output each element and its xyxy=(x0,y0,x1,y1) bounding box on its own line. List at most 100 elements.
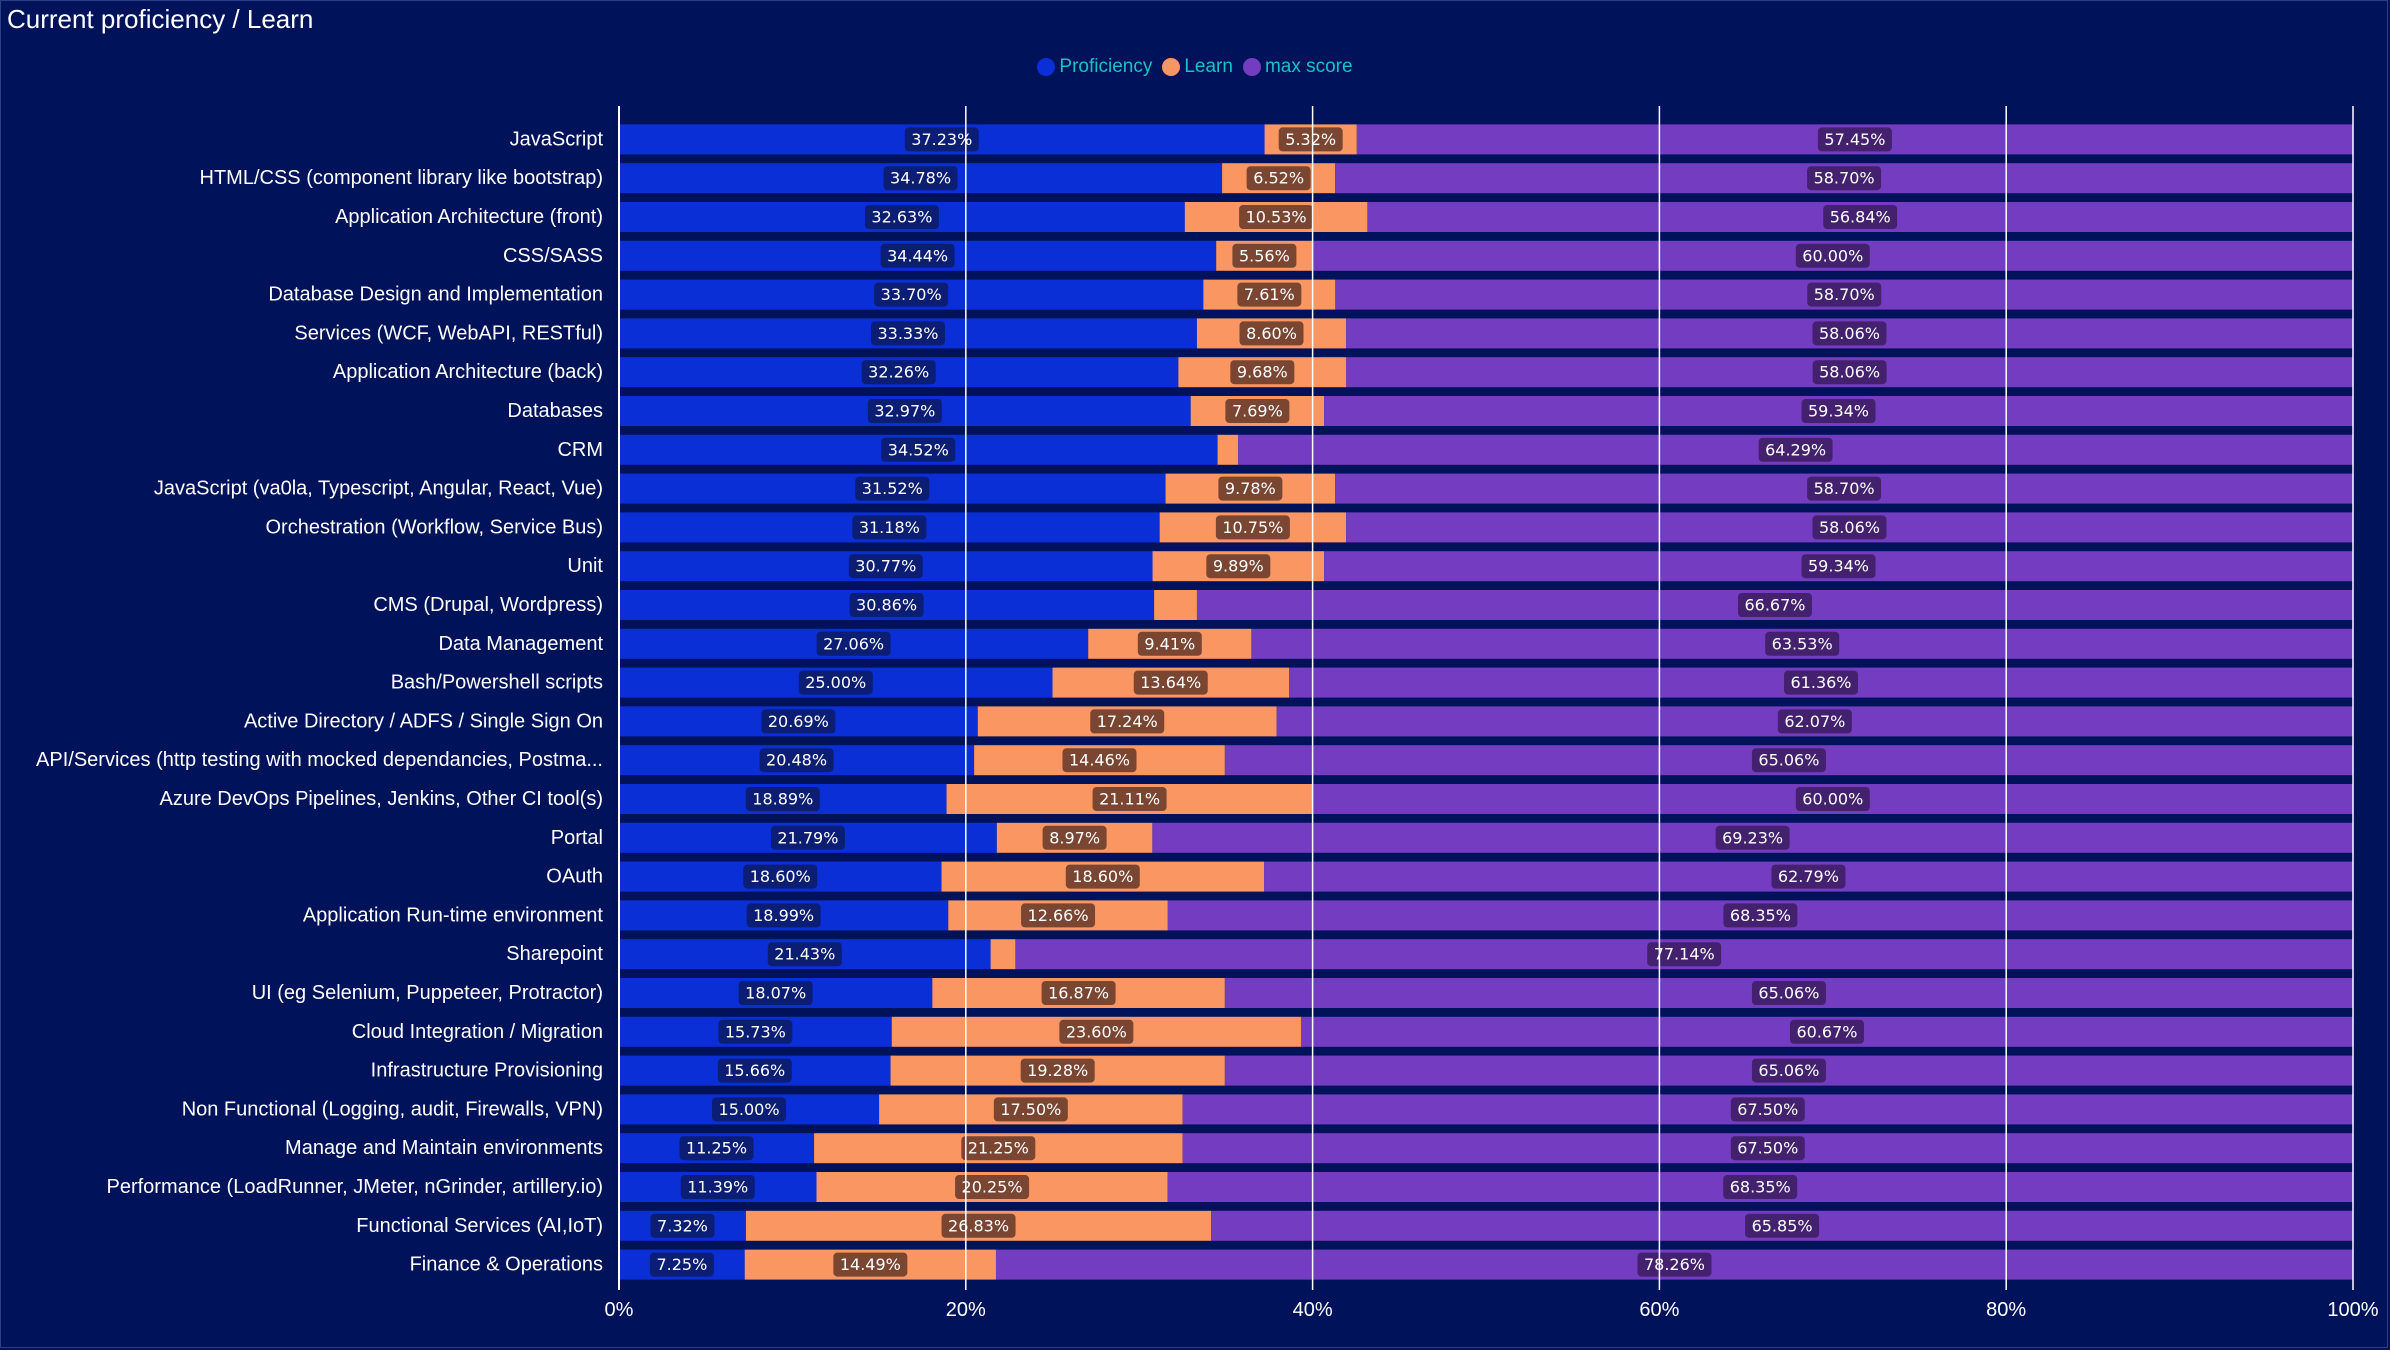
data-label: 32.97% xyxy=(874,402,935,421)
data-label-bg xyxy=(1230,360,1295,385)
data-label-bg xyxy=(1215,515,1290,540)
data-label: 27.06% xyxy=(823,634,884,653)
data-label-bg xyxy=(1225,399,1290,423)
data-label-bg xyxy=(680,1175,755,1199)
data-label-bg xyxy=(679,1136,754,1161)
data-label: 16.87% xyxy=(1048,984,1109,1003)
legend-label-learn: Learn xyxy=(1184,56,1233,77)
data-label: 5.32% xyxy=(1285,130,1336,149)
data-label-bg xyxy=(1723,1175,1798,1199)
data-label: 20.48% xyxy=(766,751,827,770)
legend-item-proficiency[interactable]: Proficiency xyxy=(1037,56,1152,78)
data-label-bg xyxy=(1206,554,1271,579)
data-label-bg xyxy=(855,476,930,501)
data-label-bg xyxy=(761,709,836,734)
category-label: Azure DevOps Pipelines, Jenkins, Other C… xyxy=(159,788,603,810)
category-label: Portal xyxy=(551,827,603,849)
legend-label-proficiency: Proficiency xyxy=(1059,56,1153,77)
data-label-bg xyxy=(1807,282,1882,307)
category-label: Performance (LoadRunner, JMeter, nGrinde… xyxy=(106,1176,603,1198)
data-label-bg xyxy=(1059,1019,1134,1044)
data-label: 7.32% xyxy=(657,1216,708,1235)
legend-item-max-score[interactable]: max score xyxy=(1242,56,1353,78)
category-label: Manage and Maintain environments xyxy=(285,1137,603,1159)
data-label: 6.52% xyxy=(1253,169,1304,188)
data-label-bg xyxy=(1765,631,1840,656)
data-label-bg xyxy=(1817,127,1892,152)
chart-title: Current proficiency / Learn xyxy=(7,4,314,34)
data-label-bg xyxy=(1133,670,1208,695)
data-label: 59.34% xyxy=(1808,402,1869,421)
data-label-bg xyxy=(767,942,842,967)
data-label: 8.60% xyxy=(1246,324,1297,343)
data-label-bg xyxy=(867,399,942,423)
category-label: CRM xyxy=(557,439,603,461)
category-label: Orchestration (Workflow, Service Bus) xyxy=(265,516,603,538)
data-label-bg xyxy=(1723,903,1798,928)
data-label-bg xyxy=(1795,243,1870,268)
data-label: 21.11% xyxy=(1099,790,1160,809)
data-label-bg xyxy=(738,981,813,1005)
data-label: 14.46% xyxy=(1069,751,1130,770)
data-label-bg xyxy=(1812,515,1887,540)
data-label: 9.89% xyxy=(1213,557,1264,576)
data-label-bg xyxy=(1730,1097,1805,1122)
data-label: 32.63% xyxy=(871,208,932,227)
data-label: 18.99% xyxy=(753,906,814,925)
legend-label-max-score: max score xyxy=(1264,56,1353,77)
data-label-bg xyxy=(1278,127,1343,152)
data-label: 59.34% xyxy=(1808,557,1869,576)
data-label: 18.60% xyxy=(750,867,811,886)
data-label: 19.28% xyxy=(1027,1061,1088,1080)
data-label: 15.73% xyxy=(725,1022,786,1041)
x-tick-label: 40% xyxy=(1293,1299,1333,1321)
legend-item-learn[interactable]: Learn xyxy=(1162,56,1233,78)
data-label: 64.29% xyxy=(1765,440,1826,459)
data-label-bg xyxy=(961,1136,1036,1161)
data-label: 17.24% xyxy=(1097,712,1158,731)
data-label: 18.89% xyxy=(752,790,813,809)
data-label-bg xyxy=(861,360,936,385)
category-label: Application Architecture (back) xyxy=(333,361,603,383)
category-label: Cloud Integration / Migration xyxy=(352,1021,603,1043)
data-label-bg xyxy=(1801,399,1876,423)
data-label: 56.84% xyxy=(1830,208,1891,227)
data-label: 11.25% xyxy=(686,1139,747,1158)
data-label-bg xyxy=(746,903,821,928)
category-label: Services (WCF, WebAPI, RESTful) xyxy=(294,322,603,344)
data-label: 65.85% xyxy=(1752,1216,1813,1235)
data-label: 30.77% xyxy=(855,557,916,576)
data-label: 23.60% xyxy=(1066,1022,1127,1041)
bar-learn xyxy=(990,939,1016,970)
data-label-bg xyxy=(816,631,891,656)
data-label: 33.70% xyxy=(881,285,942,304)
data-label-bg xyxy=(904,127,979,152)
data-label-bg xyxy=(1239,205,1314,229)
data-label: 8.97% xyxy=(1049,828,1100,847)
data-label: 21.79% xyxy=(777,828,838,847)
category-label: Sharepoint xyxy=(506,943,603,965)
data-label: 7.69% xyxy=(1232,402,1283,421)
data-label-bg xyxy=(870,321,945,346)
data-label-bg xyxy=(1751,1058,1826,1083)
data-label-bg xyxy=(712,1097,787,1122)
data-label: 65.06% xyxy=(1758,984,1819,1003)
data-label-bg xyxy=(864,205,939,229)
data-label: 65.06% xyxy=(1758,1061,1819,1080)
data-label-bg xyxy=(798,670,873,695)
data-label-bg xyxy=(1745,1213,1820,1238)
data-label: 7.25% xyxy=(656,1255,707,1274)
data-label-bg xyxy=(874,282,949,307)
data-label-bg xyxy=(1021,903,1096,928)
legend: Proficiency Learn max score xyxy=(0,56,2390,78)
data-label-bg xyxy=(1771,864,1846,889)
data-label: 9.41% xyxy=(1144,634,1195,653)
data-label-bg xyxy=(1823,205,1898,229)
data-label-bg xyxy=(1062,748,1137,773)
data-label-bg xyxy=(1042,825,1107,850)
data-label: 66.67% xyxy=(1744,596,1805,615)
data-label-bg xyxy=(852,515,927,540)
data-label: 61.36% xyxy=(1791,673,1852,692)
data-label: 65.06% xyxy=(1758,751,1819,770)
